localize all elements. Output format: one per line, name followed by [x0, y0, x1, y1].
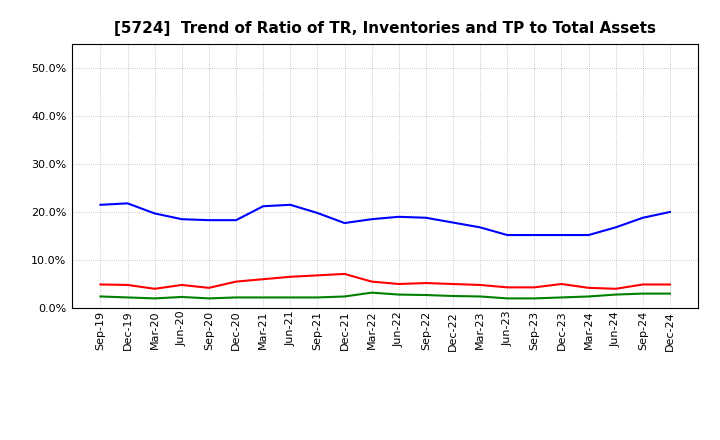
Trade Receivables — [639, 282, 647, 287]
Trade Receivables — [204, 285, 213, 290]
Trade Receivables — [178, 282, 186, 288]
Trade Payables — [421, 293, 430, 298]
Trade Payables — [313, 295, 322, 300]
Inventories — [367, 216, 376, 222]
Trade Receivables — [421, 280, 430, 286]
Trade Payables — [178, 294, 186, 300]
Trade Payables — [341, 294, 349, 299]
Inventories — [286, 202, 294, 207]
Inventories — [530, 232, 539, 238]
Line: Trade Payables: Trade Payables — [101, 293, 670, 298]
Trade Payables — [395, 292, 403, 297]
Trade Receivables — [286, 274, 294, 279]
Inventories — [503, 232, 511, 238]
Trade Payables — [665, 291, 674, 296]
Inventories — [557, 232, 566, 238]
Trade Receivables — [530, 285, 539, 290]
Inventories — [665, 209, 674, 215]
Trade Receivables — [259, 277, 268, 282]
Inventories — [449, 220, 457, 225]
Trade Payables — [150, 296, 159, 301]
Line: Trade Receivables: Trade Receivables — [101, 274, 670, 289]
Inventories — [150, 211, 159, 216]
Inventories — [123, 201, 132, 206]
Trade Receivables — [313, 273, 322, 278]
Line: Inventories: Inventories — [101, 203, 670, 235]
Trade Payables — [530, 296, 539, 301]
Trade Receivables — [557, 281, 566, 286]
Inventories — [259, 204, 268, 209]
Trade Payables — [204, 296, 213, 301]
Trade Payables — [584, 294, 593, 299]
Trade Payables — [557, 295, 566, 300]
Trade Payables — [259, 295, 268, 300]
Inventories — [313, 210, 322, 216]
Trade Receivables — [665, 282, 674, 287]
Trade Receivables — [123, 282, 132, 288]
Trade Payables — [96, 294, 105, 299]
Inventories — [476, 225, 485, 230]
Trade Payables — [639, 291, 647, 296]
Trade Payables — [232, 295, 240, 300]
Trade Receivables — [232, 279, 240, 284]
Inventories — [96, 202, 105, 207]
Trade Receivables — [476, 282, 485, 288]
Trade Receivables — [96, 282, 105, 287]
Trade Payables — [286, 295, 294, 300]
Title: [5724]  Trend of Ratio of TR, Inventories and TP to Total Assets: [5724] Trend of Ratio of TR, Inventories… — [114, 21, 656, 36]
Trade Receivables — [395, 281, 403, 286]
Trade Payables — [449, 293, 457, 299]
Inventories — [232, 217, 240, 223]
Trade Receivables — [611, 286, 620, 291]
Trade Receivables — [367, 279, 376, 284]
Inventories — [341, 220, 349, 226]
Inventories — [584, 232, 593, 238]
Inventories — [639, 215, 647, 220]
Inventories — [178, 216, 186, 222]
Trade Payables — [611, 292, 620, 297]
Inventories — [395, 214, 403, 220]
Trade Receivables — [584, 285, 593, 290]
Trade Payables — [123, 295, 132, 300]
Trade Receivables — [341, 271, 349, 277]
Trade Receivables — [449, 281, 457, 286]
Trade Payables — [503, 296, 511, 301]
Inventories — [204, 217, 213, 223]
Trade Payables — [367, 290, 376, 295]
Inventories — [611, 225, 620, 230]
Trade Receivables — [503, 285, 511, 290]
Trade Payables — [476, 294, 485, 299]
Inventories — [421, 215, 430, 220]
Trade Receivables — [150, 286, 159, 291]
